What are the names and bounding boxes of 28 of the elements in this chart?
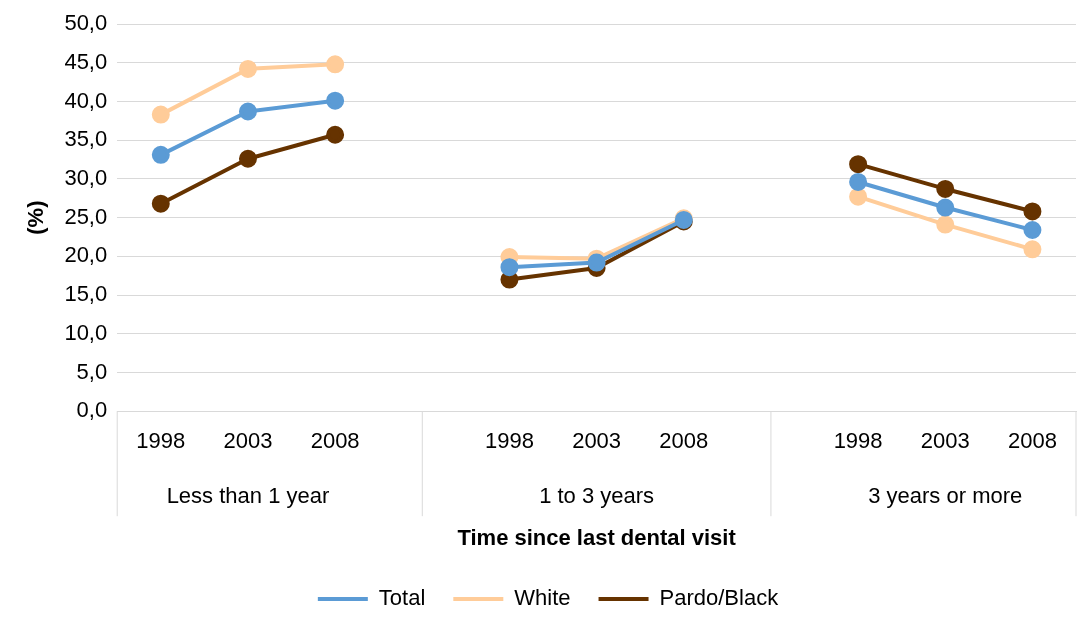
- x-tick-label: 1998: [484, 428, 534, 454]
- y-tick-label: 5,0: [76, 358, 108, 384]
- text: Less than 1 year: [166, 483, 330, 509]
- y-tick-label: 50,0: [64, 10, 108, 36]
- legend-label: Pardo/Black: [659, 585, 780, 611]
- y-tick-label: 25,0: [64, 203, 108, 229]
- x-tick-label: 1998: [136, 428, 186, 454]
- y-tick-label: 45,0: [64, 48, 108, 74]
- x-axis-title: Time since last dental visit: [457, 524, 737, 550]
- text: 1 to 3 years: [539, 483, 655, 509]
- y-tick-label: 15,0: [64, 281, 108, 307]
- x-tick-label: 2008: [1007, 428, 1057, 454]
- text: 3 years or more: [868, 483, 1023, 509]
- legend-label: Total: [378, 585, 426, 611]
- y-tick-label: 40,0: [64, 87, 108, 113]
- x-tick-label: 2008: [659, 428, 709, 454]
- y-tick-label: 30,0: [64, 164, 108, 190]
- y-tick-label: 35,0: [64, 126, 108, 152]
- legend-label: White: [514, 585, 571, 611]
- x-tick-label: 2003: [572, 428, 622, 454]
- y-tick-label: 20,0: [64, 242, 108, 268]
- y-axis-title: (%): [23, 200, 49, 235]
- x-tick-label: 2003: [223, 428, 273, 454]
- x-tick-label: 1998: [833, 428, 883, 454]
- y-tick-label: 10,0: [64, 319, 108, 345]
- y-tick-label: 0,0: [76, 397, 108, 423]
- x-tick-label: 2008: [310, 428, 360, 454]
- x-tick-label: 2003: [920, 428, 970, 454]
